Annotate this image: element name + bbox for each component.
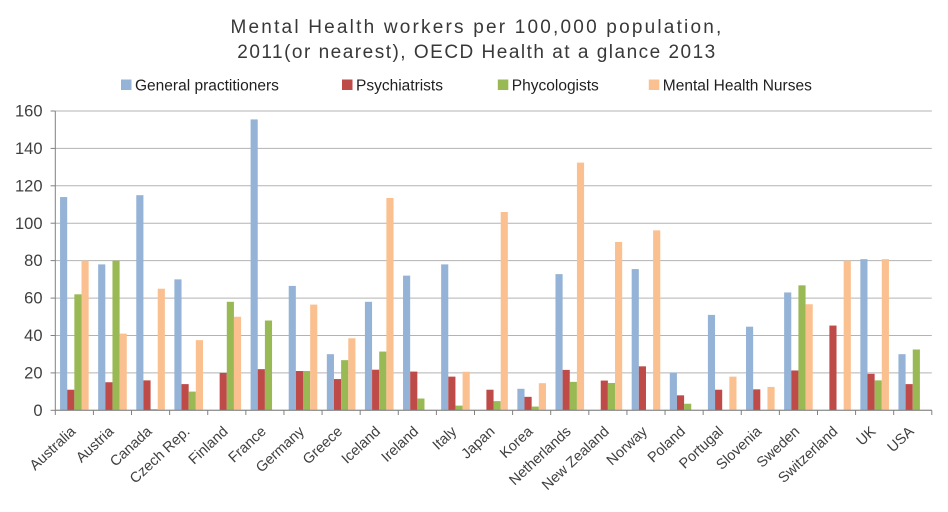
svg-text:120: 120 (15, 177, 43, 195)
svg-text:80: 80 (24, 252, 42, 270)
svg-text:140: 140 (15, 140, 43, 158)
svg-text:160: 160 (15, 103, 43, 121)
svg-text:100: 100 (15, 215, 43, 233)
svg-text:Psychiatrists: Psychiatrists (356, 78, 443, 95)
svg-text:Mental Health workers per 100: Mental Health workers per 100,000 popula… (231, 17, 724, 38)
svg-text:General practitioners: General practitioners (135, 78, 279, 95)
svg-text:0: 0 (33, 402, 42, 420)
svg-text:40: 40 (24, 327, 42, 345)
svg-text:Phycologists: Phycologists (512, 78, 599, 95)
svg-text:60: 60 (24, 290, 42, 308)
svg-text:Mental Health Nurses: Mental Health Nurses (663, 78, 812, 95)
svg-text:2011(or nearest), OECD Health: 2011(or nearest), OECD Health at a glanc… (237, 42, 717, 63)
svg-text:20: 20 (24, 365, 42, 383)
